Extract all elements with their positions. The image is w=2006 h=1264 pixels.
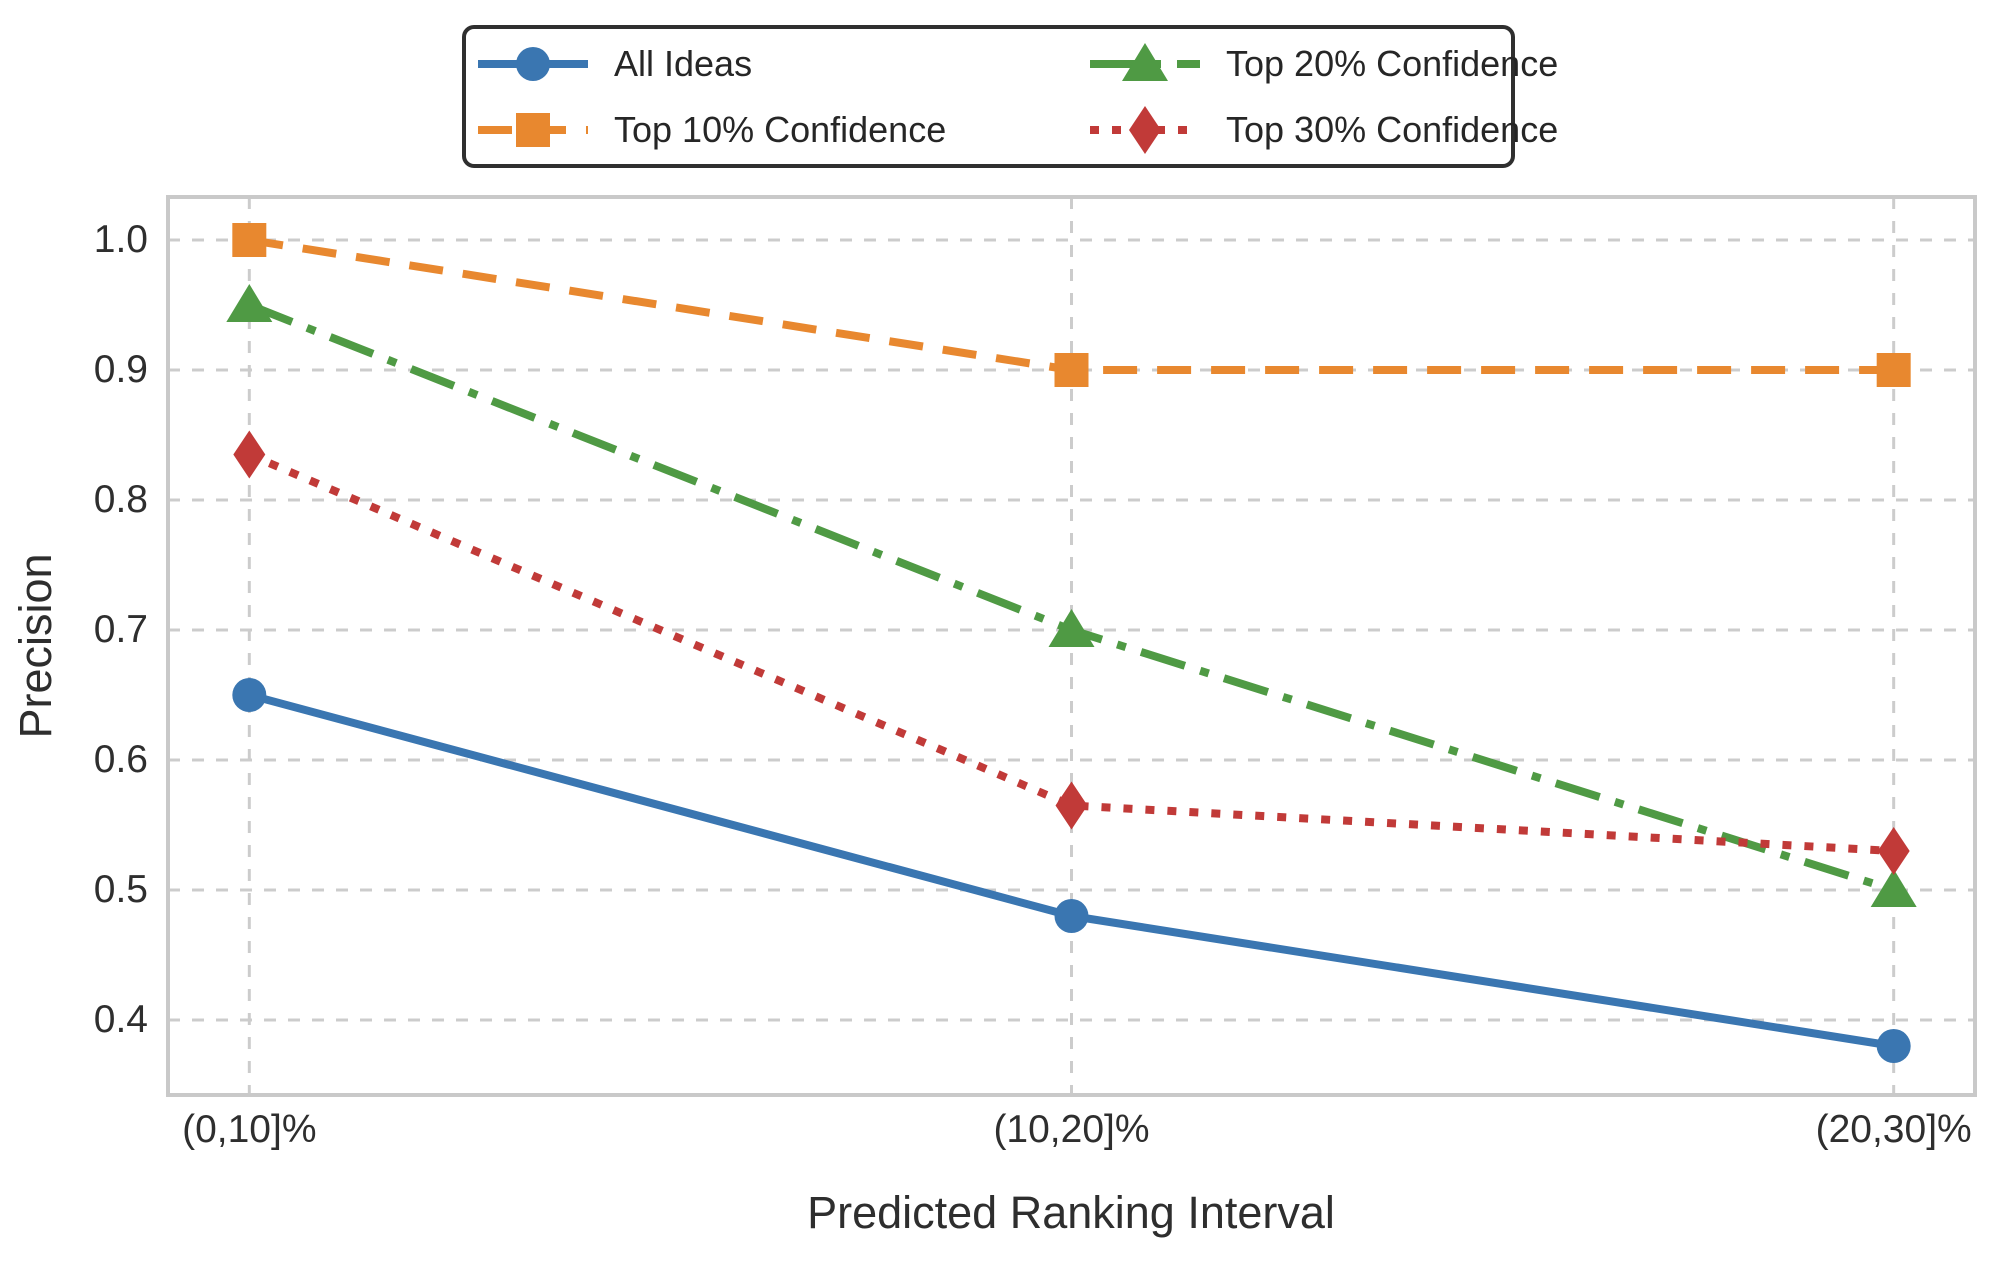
legend: All Ideas Top 10% Confidence Top 20% Con… xyxy=(462,25,1558,168)
diamond-marker xyxy=(1129,106,1161,154)
series-all-ideas xyxy=(232,678,1911,1063)
legend-label-top-20-confidence: Top 20% Confidence xyxy=(1226,43,1559,84)
gridlines xyxy=(168,197,1975,1095)
circle-marker xyxy=(1876,1029,1911,1063)
triangle-marker xyxy=(226,284,273,322)
plot-frame xyxy=(166,195,1977,1097)
x-axis-title: Predicted Ranking Interval xyxy=(807,1187,1335,1238)
series-top-30-confidence xyxy=(233,430,1910,875)
y-tick-label: 0.7 xyxy=(93,608,148,651)
legend-sample-top-20-confidence-icon xyxy=(1090,43,1200,81)
x-tick-label: (10,20]% xyxy=(993,1108,1150,1151)
legend-label-top-30-confidence: Top 30% Confidence xyxy=(1226,109,1559,150)
legend-sample-top-10-confidence-icon xyxy=(478,113,588,147)
legend-label-top-10-confidence: Top 10% Confidence xyxy=(614,109,947,150)
legend-sample-all-ideas-icon xyxy=(478,47,588,81)
y-axis-title: Precision xyxy=(10,553,61,739)
y-tick-label: 0.5 xyxy=(93,868,148,911)
triangle-marker xyxy=(1870,869,1917,907)
legend-item-top-30-confidence: Top 30% Confidence xyxy=(1090,102,1558,158)
legend-item-all-ideas: All Ideas xyxy=(478,36,1090,92)
y-tick-label: 0.6 xyxy=(93,738,148,781)
diamond-marker xyxy=(1055,781,1088,830)
circle-marker xyxy=(232,678,267,712)
square-marker xyxy=(1054,353,1089,387)
square-marker xyxy=(516,113,550,147)
y-tick-label: 0.4 xyxy=(93,998,148,1041)
series-top-10-confidence xyxy=(232,223,1911,387)
square-marker xyxy=(232,223,267,257)
triangle-marker xyxy=(1048,609,1095,647)
square-marker xyxy=(1876,353,1911,387)
data-series-layer xyxy=(226,223,1917,1063)
legend-label-all-ideas: All Ideas xyxy=(614,43,753,84)
legend-sample-top-30-confidence-icon xyxy=(1090,106,1200,154)
y-tick-label: 0.8 xyxy=(93,478,148,521)
x-tick-label: (0,10]% xyxy=(182,1108,317,1151)
circle-marker xyxy=(516,47,550,81)
series-top-20-confidence xyxy=(226,284,1917,907)
x-tick-label: (20,30]% xyxy=(1815,1108,1972,1151)
diamond-marker xyxy=(233,430,266,479)
diamond-marker xyxy=(1877,827,1910,875)
legend-item-top-10-confidence: Top 10% Confidence xyxy=(478,102,1090,158)
y-tick-label: 0.9 xyxy=(93,348,148,391)
legend-item-top-20-confidence: Top 20% Confidence xyxy=(1090,36,1558,92)
circle-marker xyxy=(1054,899,1089,933)
triangle-marker xyxy=(1122,43,1168,81)
y-tick-label: 1.0 xyxy=(93,218,148,261)
